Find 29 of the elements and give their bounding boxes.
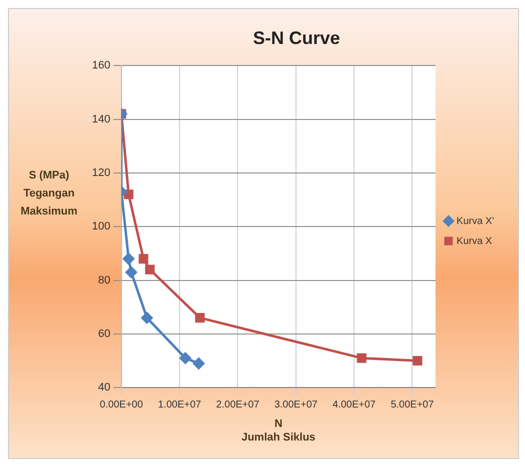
point	[124, 190, 134, 200]
point	[195, 313, 205, 323]
y-tick-label: 40	[98, 382, 110, 394]
point	[356, 353, 366, 363]
point	[138, 254, 148, 264]
y-tick-label: 100	[92, 220, 110, 233]
x-tick-label: 5.00E+07	[390, 399, 434, 410]
y-tick-label: 80	[98, 274, 110, 286]
x-tick-label: 2.00E+07	[216, 399, 260, 410]
y-tick-label: 120	[92, 166, 110, 179]
y-tick-label: 160	[92, 60, 110, 72]
point	[192, 358, 204, 370]
point	[122, 253, 134, 265]
point	[145, 264, 155, 274]
x-axis-title: N Jumlah Siklus	[241, 418, 316, 444]
point	[412, 356, 422, 366]
point	[180, 352, 192, 364]
legend-label: Kurva X'	[456, 216, 494, 227]
x-tick-label: 1.00E+07	[158, 399, 202, 410]
x-tick-label: 4.00E+07	[332, 399, 376, 410]
y-tick-label: 140	[92, 113, 110, 126]
point	[125, 266, 137, 278]
y-axis-title: S (MPa) Tegangan Maksimum	[20, 170, 78, 218]
y-tick-label: 60	[98, 328, 110, 340]
legend-label: Kurva X	[456, 236, 492, 247]
x-tick-label: 3.00E+07	[274, 399, 318, 410]
chart-title: S-N Curve	[252, 28, 340, 48]
point	[141, 312, 153, 324]
x-tick-label: 0.00E+00	[100, 399, 144, 410]
